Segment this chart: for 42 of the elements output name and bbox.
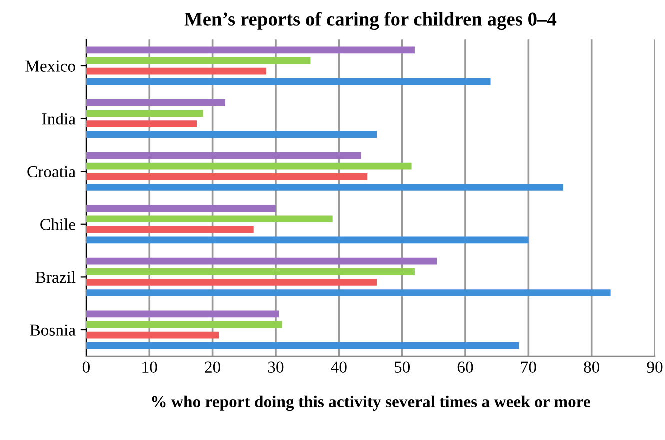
bar [86, 321, 282, 328]
bar [86, 173, 368, 180]
bar [86, 78, 491, 86]
y-tick-label: Croatia [28, 166, 76, 178]
chart-title: Men’s reports of caring for children ages 0–4 [184, 12, 557, 30]
y-tick-label: Chile [40, 218, 76, 230]
bar [86, 110, 204, 117]
bar [86, 152, 362, 160]
bar [86, 100, 226, 106]
bar [86, 120, 198, 128]
bar [86, 68, 266, 75]
bar [86, 290, 611, 296]
bar [86, 184, 564, 191]
bar [86, 216, 333, 223]
bar [86, 226, 254, 234]
x-tick-label: 90 [647, 362, 663, 373]
bar [86, 205, 276, 212]
x-tick-label: 20 [205, 362, 220, 373]
x-tick-label: 10 [142, 362, 158, 373]
bar [86, 279, 378, 286]
bar [86, 162, 412, 170]
bar [86, 332, 220, 339]
x-tick-label: 70 [521, 362, 536, 373]
y-tick-label: Bosnia [30, 324, 76, 336]
y-tick-label: India [42, 113, 76, 125]
bar [86, 258, 438, 265]
bar [86, 131, 378, 138]
x-tick-label: 0 [82, 362, 90, 373]
x-tick-label: 80 [584, 362, 600, 373]
bar [86, 342, 520, 350]
bar [86, 46, 415, 54]
x-axis-title: % who report doing this activity several times a week or more [152, 396, 590, 412]
x-tick-label: 40 [331, 362, 347, 373]
y-tick-label: Mexico [26, 60, 76, 72]
bar [86, 236, 529, 244]
y-tick-label: Brazil [36, 271, 76, 284]
bar [86, 268, 415, 276]
x-tick-label: 50 [394, 362, 410, 373]
bar [86, 57, 311, 64]
x-tick-label: 60 [458, 362, 474, 373]
x-tick-label: 30 [268, 362, 284, 373]
bar [86, 310, 280, 318]
